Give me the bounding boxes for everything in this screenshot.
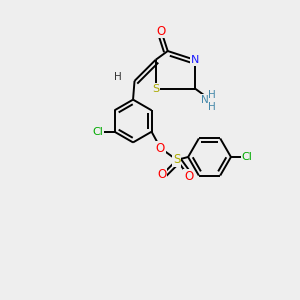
Text: H
H: H H xyxy=(208,90,216,112)
Text: Cl: Cl xyxy=(242,152,253,162)
Text: O: O xyxy=(157,25,166,38)
Text: O: O xyxy=(156,142,165,154)
Text: H: H xyxy=(114,72,122,82)
Text: O: O xyxy=(158,168,166,181)
Text: O: O xyxy=(184,170,194,183)
Text: Cl: Cl xyxy=(93,127,104,137)
Text: N: N xyxy=(191,55,199,65)
Text: N: N xyxy=(200,95,208,105)
Text: S: S xyxy=(152,83,159,94)
Text: S: S xyxy=(173,154,181,166)
